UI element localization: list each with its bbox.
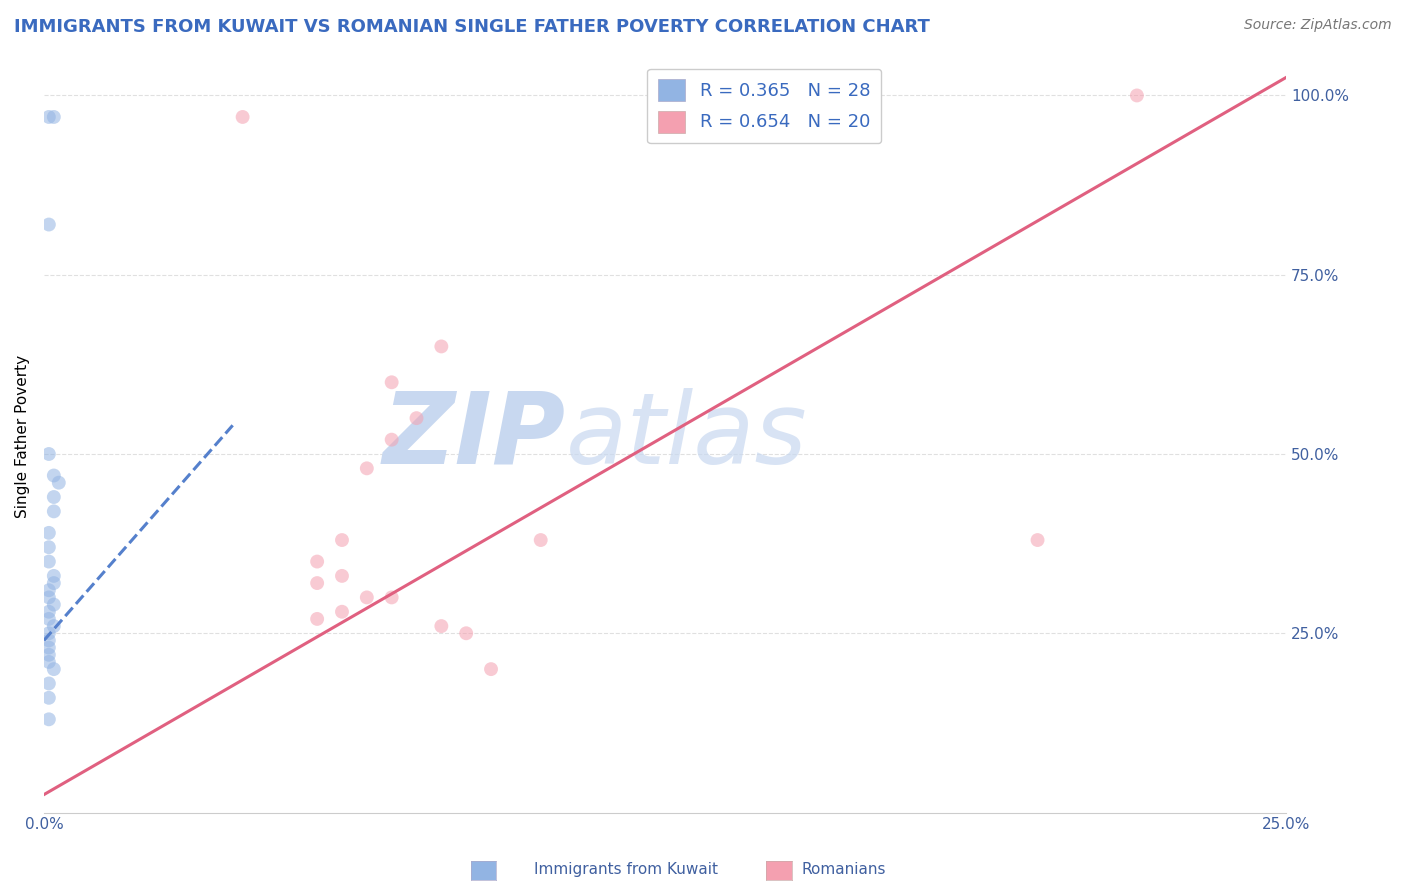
- Point: [42, 504, 65, 518]
- Point: [330, 605, 353, 619]
- Text: ZIP: ZIP: [382, 387, 565, 484]
- Point: [307, 576, 329, 591]
- Point: [479, 662, 502, 676]
- Point: [38, 640, 60, 655]
- Point: [38, 540, 60, 554]
- Point: [42, 468, 65, 483]
- Point: [430, 339, 453, 353]
- Point: [232, 110, 254, 124]
- Point: [38, 676, 60, 690]
- Point: [42, 569, 65, 583]
- Point: [38, 218, 60, 232]
- Point: [42, 619, 65, 633]
- Point: [38, 525, 60, 540]
- Point: [38, 626, 60, 640]
- Point: [381, 433, 404, 447]
- Point: [38, 555, 60, 569]
- Text: atlas: atlas: [565, 387, 807, 484]
- Point: [456, 626, 478, 640]
- Point: [530, 533, 553, 547]
- Point: [356, 591, 378, 605]
- Text: Source: ZipAtlas.com: Source: ZipAtlas.com: [1244, 18, 1392, 32]
- Text: IMMIGRANTS FROM KUWAIT VS ROMANIAN SINGLE FATHER POVERTY CORRELATION CHART: IMMIGRANTS FROM KUWAIT VS ROMANIAN SINGL…: [14, 18, 929, 36]
- Text: Romanians: Romanians: [801, 863, 886, 877]
- Point: [381, 591, 404, 605]
- Point: [38, 612, 60, 626]
- Point: [42, 490, 65, 504]
- Point: [38, 712, 60, 726]
- Point: [381, 376, 404, 390]
- Point: [430, 619, 453, 633]
- Point: [1126, 88, 1149, 103]
- Point: [307, 612, 329, 626]
- Point: [38, 655, 60, 669]
- Legend: R = 0.365   N = 28, R = 0.654   N = 20: R = 0.365 N = 28, R = 0.654 N = 20: [647, 69, 882, 144]
- Point: [42, 110, 65, 124]
- Point: [48, 475, 70, 490]
- Point: [38, 605, 60, 619]
- Point: [42, 598, 65, 612]
- Point: [330, 569, 353, 583]
- Point: [38, 690, 60, 705]
- Point: [307, 555, 329, 569]
- Point: [330, 533, 353, 547]
- Point: [38, 648, 60, 662]
- Point: [38, 633, 60, 648]
- Point: [38, 583, 60, 598]
- Point: [42, 576, 65, 591]
- Point: [42, 662, 65, 676]
- Point: [38, 591, 60, 605]
- Point: [1026, 533, 1049, 547]
- Point: [405, 411, 427, 425]
- Point: [356, 461, 378, 475]
- Point: [38, 447, 60, 461]
- Text: Immigrants from Kuwait: Immigrants from Kuwait: [534, 863, 718, 877]
- Y-axis label: Single Father Poverty: Single Father Poverty: [15, 354, 30, 517]
- Point: [38, 110, 60, 124]
